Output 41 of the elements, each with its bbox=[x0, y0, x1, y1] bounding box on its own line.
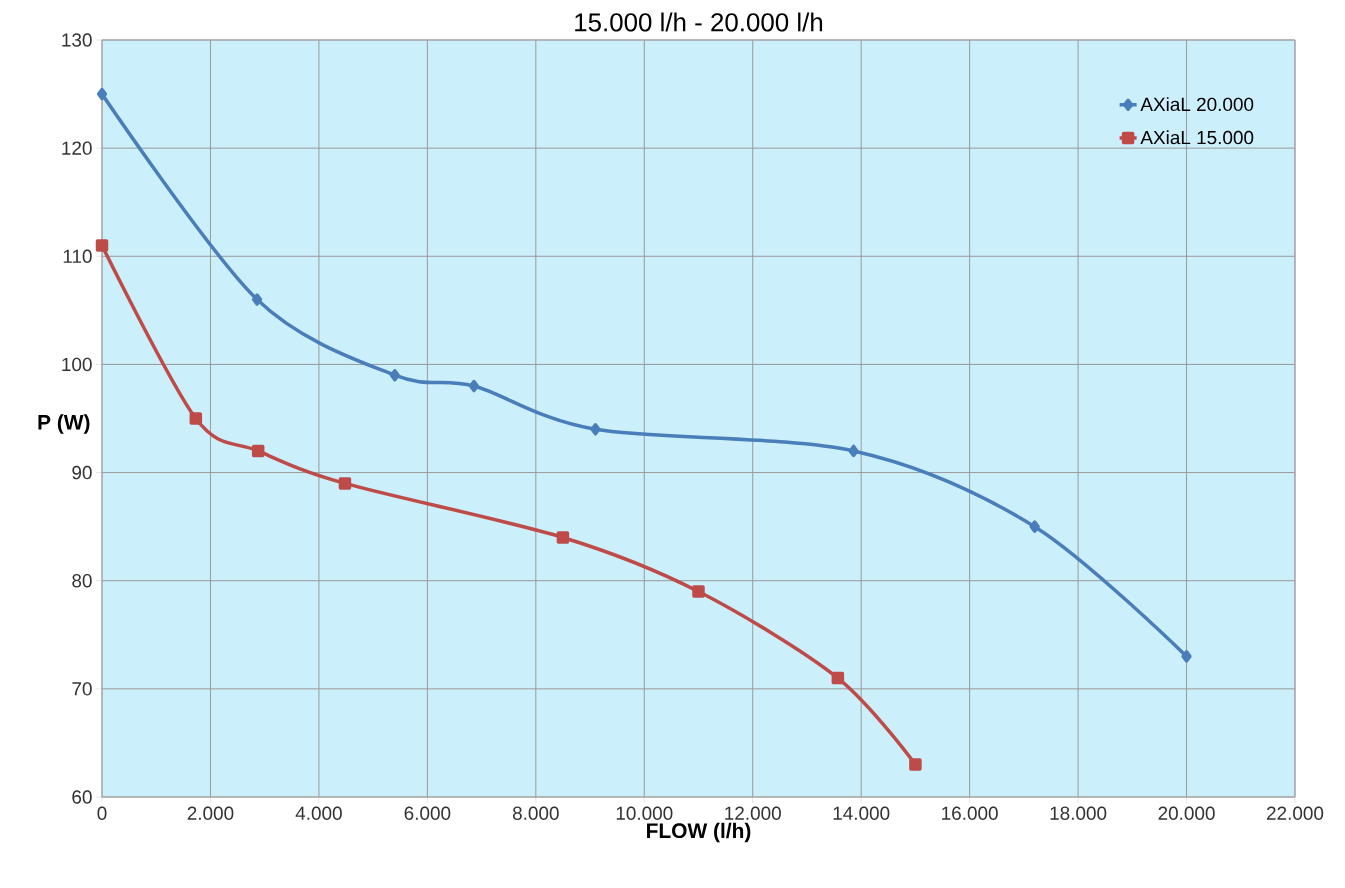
point bbox=[468, 379, 480, 393]
y-tick-label: 110 bbox=[63, 249, 92, 263]
point bbox=[556, 531, 570, 544]
point bbox=[1181, 650, 1192, 663]
point bbox=[692, 585, 705, 598]
legend-label: AXiaL 15.000 bbox=[1140, 130, 1254, 145]
x-tick-label: 10.000 bbox=[616, 806, 673, 820]
y-tick-label: 130 bbox=[62, 33, 92, 47]
y-axis-title: P (W) bbox=[38, 414, 90, 434]
y-tick-label: 120 bbox=[62, 141, 92, 155]
point bbox=[389, 368, 400, 382]
x-tick-label: 8.000 bbox=[512, 806, 559, 820]
point bbox=[96, 87, 108, 101]
x-tick-label: 22.000 bbox=[1267, 806, 1324, 820]
x-tick-label: 18.000 bbox=[1050, 806, 1107, 820]
point bbox=[909, 758, 922, 771]
point bbox=[590, 423, 601, 436]
x-tick-label: 12.000 bbox=[725, 806, 781, 820]
legend-label: AXiaL 20.000 bbox=[1140, 97, 1254, 112]
point bbox=[189, 412, 203, 425]
x-tick-label: 2.000 bbox=[187, 806, 234, 820]
y-tick-label: 80 bbox=[72, 574, 92, 588]
x-axis-title: FLOW (l/h) bbox=[647, 822, 751, 843]
x-tick-label: 14.000 bbox=[833, 806, 890, 820]
y-tick-label: 100 bbox=[62, 357, 92, 372]
point bbox=[251, 293, 263, 306]
x-tick-label: 16.000 bbox=[942, 806, 998, 820]
point bbox=[95, 239, 109, 252]
x-tick-label: 20.000 bbox=[1158, 806, 1215, 820]
point bbox=[848, 444, 859, 458]
chart-title: 15.000 l/h - 20.000 l/h bbox=[575, 12, 823, 32]
point bbox=[338, 477, 352, 490]
y-tick-label: 70 bbox=[72, 682, 92, 696]
point bbox=[251, 444, 265, 458]
x-tick-label: 4.000 bbox=[295, 806, 342, 820]
point bbox=[1029, 520, 1040, 533]
x-tick-label: 0 bbox=[97, 806, 107, 820]
point bbox=[831, 671, 845, 685]
y-tick-label: 60 bbox=[72, 790, 92, 804]
x-tick-label: 6.000 bbox=[404, 806, 451, 820]
y-tick-label: 90 bbox=[72, 465, 92, 480]
